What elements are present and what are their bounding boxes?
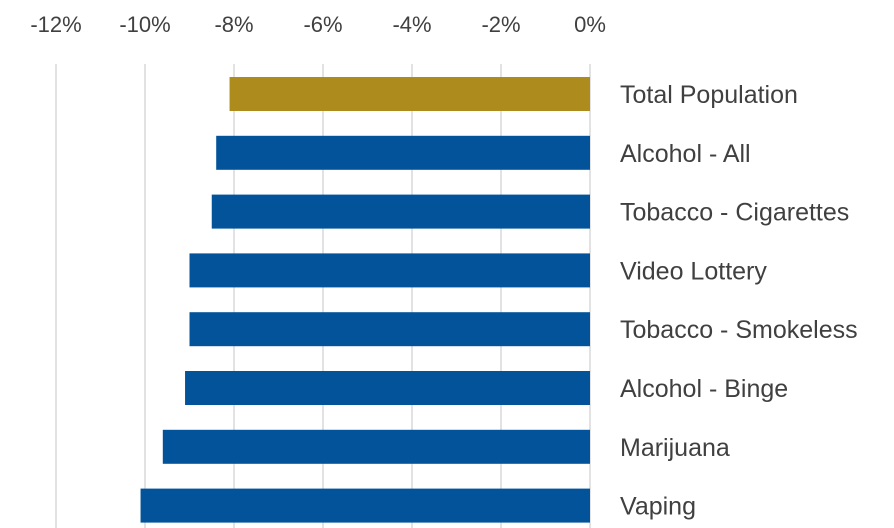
category-label: Tobacco - Smokeless <box>620 316 858 344</box>
x-tick-label: -8% <box>214 12 253 37</box>
x-tick-label: -10% <box>119 12 170 37</box>
category-label: Tobacco - Cigarettes <box>620 199 849 227</box>
bar-total-population <box>229 77 591 111</box>
bar-alcohol-binge <box>185 371 591 405</box>
x-tick-label: -6% <box>303 12 342 37</box>
bar-video-lottery <box>189 253 590 288</box>
bar-marijuana <box>162 429 591 464</box>
bar-alcohol-all <box>216 135 590 170</box>
category-label: Vaping <box>620 493 696 521</box>
category-label: Marijuana <box>620 434 730 462</box>
bar-tobacco-cigarettes <box>211 194 590 229</box>
bar-vaping <box>140 488 591 523</box>
category-label: Alcohol - All <box>620 140 751 168</box>
category-label: Total Population <box>620 81 798 109</box>
category-label: Video Lottery <box>620 257 767 285</box>
x-axis-tick-labels: -12% -10% -8% -6% -4% -2% 0% <box>30 12 606 37</box>
bars <box>140 77 591 523</box>
category-labels: Total Population Alcohol - All Tobacco - C… <box>620 81 858 521</box>
x-tick-label: -4% <box>392 12 431 37</box>
bar-tobacco-smokeless <box>189 312 590 347</box>
x-tick-label: -2% <box>481 12 520 37</box>
x-tick-label: 0% <box>574 12 606 37</box>
category-label: Alcohol - Binge <box>620 375 788 403</box>
x-tick-label: -12% <box>30 12 81 37</box>
